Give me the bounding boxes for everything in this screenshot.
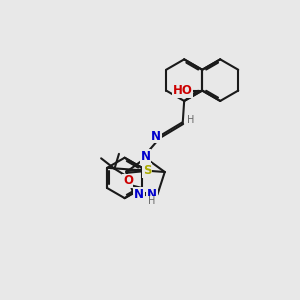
Text: H: H (148, 196, 156, 206)
Text: N: N (140, 150, 151, 163)
Text: HO: HO (173, 84, 193, 97)
Text: H: H (187, 115, 195, 125)
Text: N: N (134, 188, 144, 201)
Text: N: N (147, 188, 157, 201)
Text: S: S (143, 164, 152, 177)
Text: N: N (151, 130, 161, 142)
Text: O: O (123, 174, 133, 187)
